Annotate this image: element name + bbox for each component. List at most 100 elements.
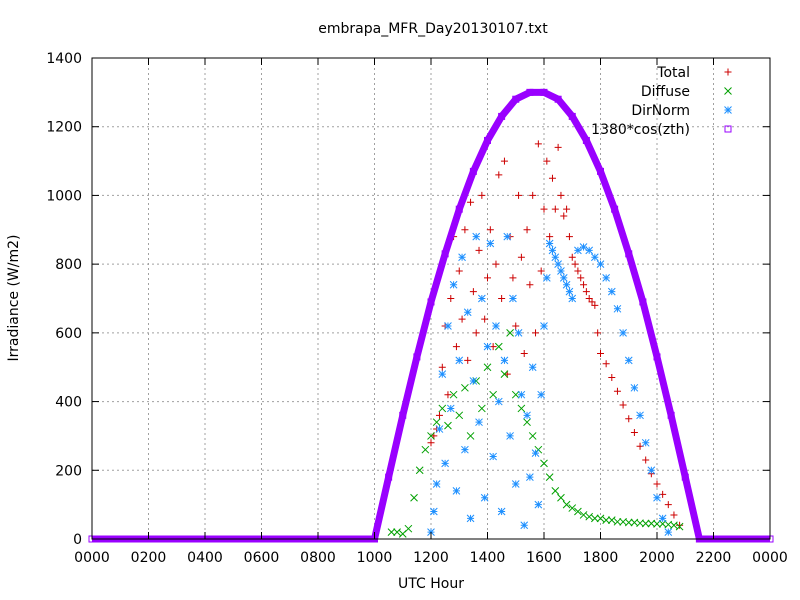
data-point: [537, 267, 545, 275]
data-point: [427, 298, 435, 306]
data-point: [415, 466, 424, 475]
data-point: [579, 511, 588, 519]
legend-marker: [724, 68, 732, 76]
data-point: [413, 353, 421, 361]
data-point: [452, 343, 460, 351]
data-point: [591, 301, 599, 309]
data-point: [421, 445, 430, 454]
data-point: [512, 95, 520, 103]
data-point: [517, 390, 526, 399]
data-point: [393, 528, 401, 536]
data-point: [611, 205, 619, 213]
legend: Total Diffuse DirNorm 1380*cos(zth): [591, 65, 732, 138]
data-point: [619, 401, 627, 409]
data-point: [545, 239, 554, 248]
data-point: [571, 260, 579, 268]
data-point: [480, 493, 489, 502]
y-tick-label: 1400: [46, 51, 82, 67]
x-tick-label: 0800: [300, 550, 336, 566]
data-point: [475, 246, 483, 254]
data-point: [582, 288, 590, 296]
data-point: [438, 370, 447, 378]
data-point: [506, 432, 514, 440]
data-point: [534, 500, 543, 509]
data-point: [511, 480, 520, 488]
data-point: [542, 274, 551, 282]
data-point: [639, 298, 647, 306]
data-point: [624, 518, 633, 527]
data-point: [526, 281, 534, 289]
legend-label: Total: [656, 65, 690, 81]
data-point: [444, 322, 452, 330]
data-point: [438, 363, 446, 371]
data-point: [568, 112, 576, 120]
data-point: [670, 511, 678, 519]
x-tick-label: 2000: [639, 550, 675, 566]
data-point: [500, 356, 509, 365]
data-point: [608, 374, 616, 382]
data-point: [469, 377, 478, 385]
data-point: [503, 232, 512, 241]
data-point: [602, 274, 611, 282]
data-point: [438, 404, 447, 413]
data-point: [641, 438, 650, 447]
data-point: [523, 226, 531, 234]
data-point: [455, 267, 463, 275]
data-point: [540, 322, 548, 330]
data-point: [597, 167, 604, 175]
data-point: [577, 274, 585, 282]
data-point: [528, 363, 537, 372]
data-point: [520, 521, 529, 530]
data-point: [478, 191, 486, 199]
legend-label: DirNorm: [631, 103, 690, 119]
x-tick-label: 0400: [187, 550, 223, 566]
data-point: [557, 493, 565, 502]
data-point: [484, 274, 491, 282]
data-point: [429, 507, 438, 516]
data-point: [492, 322, 500, 330]
x-tick-label: 1200: [413, 550, 449, 566]
data-point: [495, 171, 503, 179]
data-point: [509, 274, 517, 282]
data-point: [494, 397, 503, 406]
data-point: [548, 174, 556, 182]
data-point: [565, 233, 573, 241]
data-point: [483, 342, 492, 351]
data-point: [557, 191, 565, 199]
data-point: [404, 524, 413, 533]
data-point: [435, 411, 443, 419]
data-point: [387, 528, 396, 536]
data-point: [514, 329, 523, 337]
data-point: [653, 493, 661, 502]
y-tick-label: 0: [73, 532, 82, 548]
data-point: [461, 445, 469, 454]
data-point: [523, 411, 531, 420]
data-point: [455, 356, 464, 365]
data-point: [526, 88, 534, 96]
y-tick-label: 600: [55, 326, 82, 342]
x-axis-label: UTC Hour: [398, 576, 464, 592]
data-point: [477, 404, 486, 413]
data-point: [540, 88, 548, 96]
data-point: [517, 404, 526, 413]
data-point: [579, 243, 588, 251]
data-point: [559, 274, 568, 282]
data-point: [574, 246, 582, 255]
data-point: [568, 294, 577, 303]
data-point: [543, 157, 551, 165]
data-point: [670, 521, 678, 530]
y-tick-label: 800: [55, 257, 82, 273]
data-point: [466, 514, 475, 523]
data-point: [675, 522, 684, 531]
data-point: [498, 112, 506, 120]
data-point: [477, 294, 486, 303]
data-point: [475, 418, 483, 427]
data-point: [432, 480, 441, 488]
data-point: [526, 473, 534, 482]
data-point: [625, 415, 633, 423]
chart-title: embrapa_MFR_Day20130107.txt: [318, 21, 548, 37]
data-point: [444, 421, 452, 430]
data-point: [607, 516, 616, 524]
data-point: [574, 507, 582, 516]
data-point: [458, 315, 466, 323]
